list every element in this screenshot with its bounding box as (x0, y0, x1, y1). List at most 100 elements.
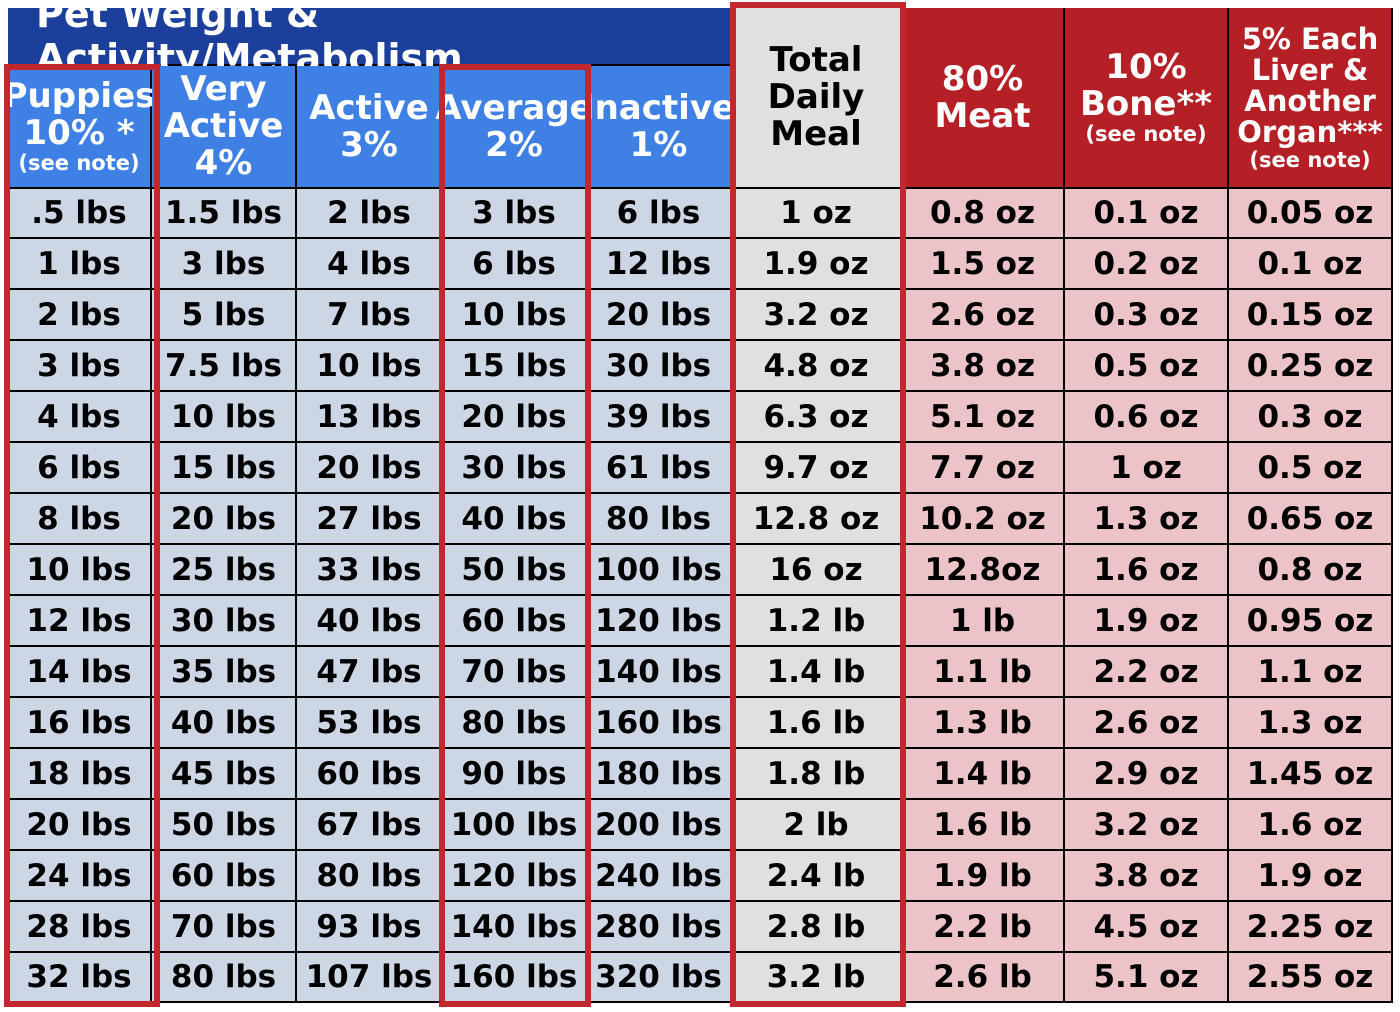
cell-very-active: 45 lbs (152, 749, 297, 800)
cell-meat: 1.9 lb (902, 851, 1065, 902)
header-meat: 80% Meat (902, 8, 1065, 189)
cell-liver-organ: 1.9 oz (1229, 851, 1393, 902)
cell-total-daily-meal: 3.2 oz (732, 290, 902, 341)
header-average: Average 2% (435, 66, 593, 189)
header-line: Daily (767, 77, 865, 118)
cell-meat: 1.3 lb (902, 698, 1065, 749)
cell-puppies: 2 lbs (8, 290, 152, 341)
header-line: Total (769, 40, 863, 81)
cell-inactive: 39 lbs (587, 392, 732, 443)
cell-liver-organ: 0.05 oz (1229, 189, 1393, 239)
cell-very-active: 1.5 lbs (152, 189, 297, 239)
cell-very-active: 20 lbs (152, 494, 297, 545)
cell-active: 20 lbs (297, 443, 443, 494)
cell-total-daily-meal: 1.4 lb (732, 647, 902, 698)
cell-inactive: 6 lbs (587, 189, 732, 239)
cell-liver-organ: 0.3 oz (1229, 392, 1393, 443)
cell-bone: 5.1 oz (1065, 953, 1229, 1003)
cell-average: 160 lbs (443, 953, 587, 1003)
cell-puppies: .5 lbs (8, 189, 152, 239)
cell-total-daily-meal: 4.8 oz (732, 341, 902, 392)
cell-bone: 1.9 oz (1065, 596, 1229, 647)
cell-average: 50 lbs (443, 545, 587, 596)
cell-average: 80 lbs (443, 698, 587, 749)
cell-very-active: 3 lbs (152, 239, 297, 290)
cell-meat: 2.6 lb (902, 953, 1065, 1003)
cell-active: 67 lbs (297, 800, 443, 851)
header-line: Liver & (1251, 52, 1369, 87)
cell-inactive: 100 lbs (587, 545, 732, 596)
cell-very-active: 30 lbs (152, 596, 297, 647)
cell-puppies: 8 lbs (8, 494, 152, 545)
cell-liver-organ: 1.1 oz (1229, 647, 1393, 698)
header-line: Active (163, 106, 284, 147)
header-inactive: Inactive 1% (582, 66, 735, 189)
cell-puppies: 4 lbs (8, 392, 152, 443)
cell-liver-organ: 2.55 oz (1229, 953, 1393, 1003)
cell-total-daily-meal: 1.6 lb (732, 698, 902, 749)
cell-liver-organ: 0.15 oz (1229, 290, 1393, 341)
cell-active: 60 lbs (297, 749, 443, 800)
cell-bone: 2.6 oz (1065, 698, 1229, 749)
header-line: Bone** (1079, 84, 1213, 125)
cell-liver-organ: 0.65 oz (1229, 494, 1393, 545)
cell-average: 90 lbs (443, 749, 587, 800)
cell-active: 2 lbs (297, 189, 443, 239)
header-puppies: Puppies 10% * (see note) (3, 66, 155, 189)
cell-puppies: 6 lbs (8, 443, 152, 494)
cell-inactive: 180 lbs (587, 749, 732, 800)
cell-puppies: 20 lbs (8, 800, 152, 851)
header-line: 10% * (23, 113, 135, 154)
cell-meat: 0.8 oz (902, 189, 1065, 239)
cell-inactive: 80 lbs (587, 494, 732, 545)
cell-meat: 1.1 lb (902, 647, 1065, 698)
cell-very-active: 60 lbs (152, 851, 297, 902)
cell-average: 30 lbs (443, 443, 587, 494)
cell-bone: 0.2 oz (1065, 239, 1229, 290)
cell-meat: 5.1 oz (902, 392, 1065, 443)
cell-meat: 12.8oz (902, 545, 1065, 596)
cell-total-daily-meal: 3.2 lb (732, 953, 902, 1003)
cell-total-daily-meal: 12.8 oz (732, 494, 902, 545)
cell-very-active: 80 lbs (152, 953, 297, 1003)
cell-inactive: 30 lbs (587, 341, 732, 392)
cell-liver-organ: 0.1 oz (1229, 239, 1393, 290)
header-line: Organ*** (1237, 115, 1383, 150)
cell-average: 20 lbs (443, 392, 587, 443)
cell-total-daily-meal: 16 oz (732, 545, 902, 596)
cell-puppies: 12 lbs (8, 596, 152, 647)
header-line: 10% (1105, 47, 1187, 88)
cell-liver-organ: 1.45 oz (1229, 749, 1393, 800)
cell-puppies: 24 lbs (8, 851, 152, 902)
cell-inactive: 240 lbs (587, 851, 732, 902)
cell-average: 3 lbs (443, 189, 587, 239)
cell-bone: 2.2 oz (1065, 647, 1229, 698)
header-note: (see note) (1085, 121, 1207, 146)
cell-average: 6 lbs (443, 239, 587, 290)
cell-bone: 1.6 oz (1065, 545, 1229, 596)
cell-very-active: 40 lbs (152, 698, 297, 749)
cell-bone: 3.8 oz (1065, 851, 1229, 902)
cell-active: 7 lbs (297, 290, 443, 341)
cell-puppies: 32 lbs (8, 953, 152, 1003)
cell-total-daily-meal: 2.4 lb (732, 851, 902, 902)
cell-total-daily-meal: 2.8 lb (732, 902, 902, 953)
cell-average: 10 lbs (443, 290, 587, 341)
cell-meat: 1.6 lb (902, 800, 1065, 851)
header-line: 1% (629, 124, 688, 165)
cell-very-active: 70 lbs (152, 902, 297, 953)
cell-total-daily-meal: 1.9 oz (732, 239, 902, 290)
cell-meat: 2.6 oz (902, 290, 1065, 341)
header-very-active: Very Active 4% (152, 66, 297, 189)
header-line: Meal (770, 113, 862, 154)
cell-puppies: 16 lbs (8, 698, 152, 749)
cell-inactive: 61 lbs (587, 443, 732, 494)
cell-inactive: 160 lbs (587, 698, 732, 749)
cell-meat: 1.5 oz (902, 239, 1065, 290)
cell-bone: 3.2 oz (1065, 800, 1229, 851)
table-title: Pet Weight & Activity/Metabolism (8, 0, 732, 80)
cell-active: 80 lbs (297, 851, 443, 902)
cell-bone: 0.5 oz (1065, 341, 1229, 392)
cell-total-daily-meal: 1.8 lb (732, 749, 902, 800)
cell-active: 93 lbs (297, 902, 443, 953)
